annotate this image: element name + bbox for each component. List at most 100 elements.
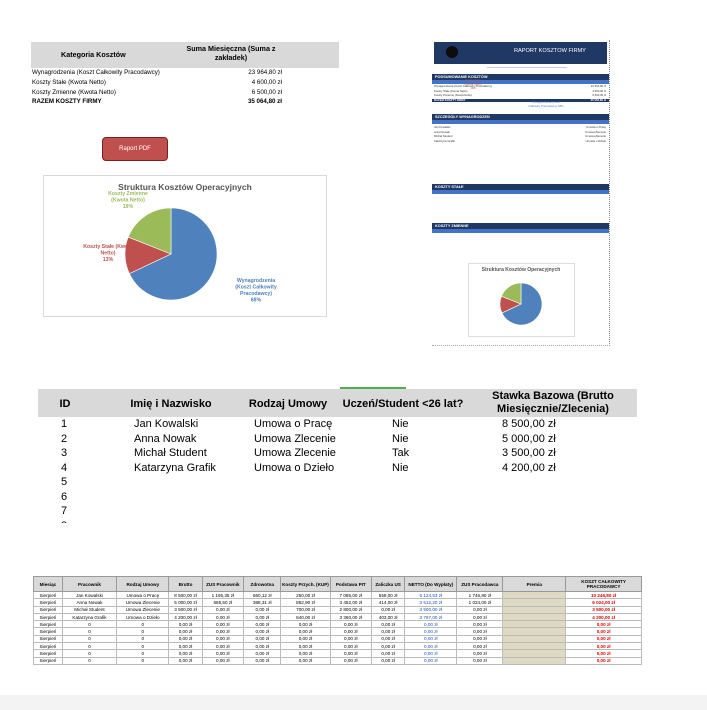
- payroll-col-1: Pracownik: [61, 576, 118, 592]
- payroll-row: Sierpień Katarzyna Grafik Umowa o Dzieło 4 …: [33, 612, 642, 622]
- employee-id: 3: [61, 447, 68, 459]
- report-row: Koszty Stałe (Kwota Netto) 4 600,00 zł: [432, 89, 609, 94]
- payroll-cell: 3 452,00 zł: [329, 598, 373, 607]
- report-row-value: 35 064,80 zł: [590, 97, 606, 102]
- report-row: [432, 205, 609, 209]
- payroll-cell: 0,00 zł: [456, 642, 504, 651]
- employee-row: 1 Jan Kowalski Umowa o Pracę Nie 8 500,00 zł: [38, 417, 637, 431]
- report-row-label: Michał Student: [434, 134, 453, 138]
- payroll-cell: Sierpień: [33, 612, 63, 622]
- payroll-row: Sierpień 0 0 0,00 zł 0,00 zł 0,00 zł 0,00 zł 0,…: [33, 620, 642, 629]
- report-row-label: Anna Nowak: [434, 129, 450, 134]
- report-section-fixed: KOSZTY STAŁE: [432, 184, 609, 190]
- payroll-cell: Umowa o Pracę: [116, 590, 170, 600]
- col-id: ID: [59, 398, 71, 410]
- payroll-cell: 3 797,00 zł: [404, 612, 458, 622]
- payroll-cell: [502, 649, 567, 658]
- report-salaries-subheader: [432, 120, 609, 124]
- payroll-cell: 0,00 zł: [243, 649, 282, 658]
- report-row: [432, 235, 609, 239]
- report-section-salaries: SZCZEGÓŁY WYNAGRODZEŃ: [432, 114, 609, 120]
- payroll-cell: 0,00 zł: [329, 620, 373, 629]
- pie-slice-2: [127, 207, 172, 255]
- payroll-cell: Umowa Zlecenie: [116, 605, 170, 614]
- report-variable-subheader: [432, 229, 609, 233]
- payroll-body: Sierpień Jan Kowalski Umowa o Pracę 8 500,0…: [33, 590, 642, 665]
- mini-pie-slice-2: [501, 282, 522, 305]
- payroll-col-7: Podstawa PIT: [329, 576, 373, 592]
- payroll-cell: 0,00 zł: [371, 642, 406, 651]
- payroll-cell: 0: [61, 642, 118, 651]
- payroll-cell: 0,00 zł: [280, 627, 331, 636]
- payroll-cell: 0: [61, 620, 118, 629]
- payroll-cell: 0,00 zł: [404, 634, 458, 644]
- payroll-cell: 250,00 zł: [280, 590, 331, 600]
- payroll-cell: 0,00 zł: [201, 656, 245, 665]
- payroll-cell: Michał Student: [61, 605, 118, 614]
- payroll-cell: 0,00 zł: [371, 656, 406, 665]
- employee-rate: 5 000,00 zł: [502, 432, 556, 445]
- payroll-cell: Umowa o Dzieło: [116, 612, 170, 622]
- employee-contract: Umowa Zlecenie: [254, 432, 336, 445]
- payroll-cell: 840,00 zł: [280, 612, 331, 622]
- payroll-cell: [502, 642, 567, 651]
- report-pdf-button[interactable]: Raport PDF: [102, 137, 168, 161]
- col-category-header: Kategoria Kosztów: [61, 50, 126, 59]
- payroll-cell: 0,00 zł: [329, 656, 373, 665]
- report-row-label: Katarzyna Grafik: [434, 138, 455, 143]
- employee-empty-id: 5: [61, 476, 68, 488]
- payroll-cell: 5 000,00 zł: [168, 598, 203, 607]
- payroll-cell: 0,00 zł: [243, 620, 282, 629]
- payroll-cell: 0,00 zł: [201, 634, 245, 644]
- payroll-cell: 0: [61, 656, 118, 665]
- employee-rate: 8 500,00 zł: [502, 418, 556, 430]
- payroll-cell: 0,00 zł: [168, 634, 203, 644]
- payroll-row: Sierpień 0 0 0,00 zł 0,00 zł 0,00 zł 0,00 zł 0,…: [33, 642, 642, 651]
- pie-label-1: Koszty Stałe (Kwota Netto) 13%: [83, 244, 133, 263]
- payroll-cell: 0,00 zł: [280, 649, 331, 658]
- payroll-cell: Sierpień: [33, 649, 63, 658]
- payroll-cell: 0,00 zł: [329, 634, 373, 644]
- report-row-label: RAZEM KOSZTY FIRMY: [434, 97, 466, 102]
- payroll-row: Sierpień 0 0 0,00 zł 0,00 zł 0,00 zł 0,00 zł 0,…: [33, 627, 642, 636]
- report-row: Koszty Zmienne (Kwota Netto) 6 500,00 zł: [432, 93, 609, 98]
- payroll-cell: 0,00 zł: [201, 605, 245, 614]
- payroll-cell: 0,00 zł: [168, 656, 203, 665]
- payroll-cell: 660,12 zł: [243, 590, 282, 600]
- payroll-cell: 0,00 zł: [456, 649, 504, 658]
- report-row: [432, 244, 609, 248]
- payroll-col-11: Premia: [502, 576, 567, 592]
- mini-pie-slice-0: [501, 282, 543, 326]
- payroll-cell: 0,00 zł: [404, 642, 458, 651]
- payroll-cell: [502, 612, 567, 622]
- report-mini-chart: Struktura Kosztów Operacyjnych: [468, 263, 575, 337]
- employee-contract: Umowa o Dzieło: [254, 461, 335, 474]
- payroll-cell: 558,00 zł: [371, 590, 406, 600]
- payroll-cell: 0,00 zł: [329, 649, 373, 658]
- payroll-cell: 0,00 zł: [280, 620, 331, 629]
- payroll-cell: 8 500,00 zł: [168, 590, 203, 600]
- report-row-value: 23 964,80 zł: [590, 84, 606, 88]
- summary-total-row: RAZEM KOSZTY FIRMY 35 064,80 zł: [31, 98, 339, 108]
- payroll-cell: Sierpień: [33, 620, 63, 629]
- payroll-cell: 0: [116, 642, 170, 651]
- payroll-cell: [502, 598, 567, 607]
- employee-rate: 4 200,00 zł: [502, 461, 556, 474]
- summary-rows: Wynagrodzenia (Koszt Całkowity Pracodawc…: [31, 68, 339, 108]
- payroll-cell: 1 024,00 zł: [456, 598, 504, 607]
- report-row: Jan Kowalski Umowa o Pracę: [432, 125, 609, 130]
- payroll-cell: 0,00 zł: [280, 656, 331, 665]
- report-row-label: Jan Kowalski: [434, 125, 451, 129]
- payroll-cell: 0,00 zł: [168, 627, 203, 636]
- payroll-cell: 0,00 zł: [371, 634, 406, 644]
- payroll-cell: 0: [116, 634, 170, 644]
- report-row: [432, 201, 609, 205]
- summary-row: Koszty Zmienne (Kwota Netto) 6 500,00 zł: [31, 88, 339, 98]
- report-section-summary: PODSUMOWANIE KOSZTÓW: [432, 74, 609, 80]
- payroll-cell: 0,00 zł: [329, 627, 373, 636]
- report-row: [432, 240, 609, 244]
- payroll-cell: 0,00 zł: [456, 612, 504, 622]
- payroll-cell: Sierpień: [33, 605, 63, 614]
- payroll-cell: 0: [116, 656, 170, 665]
- payroll-cell: 0,00 zł: [280, 642, 331, 651]
